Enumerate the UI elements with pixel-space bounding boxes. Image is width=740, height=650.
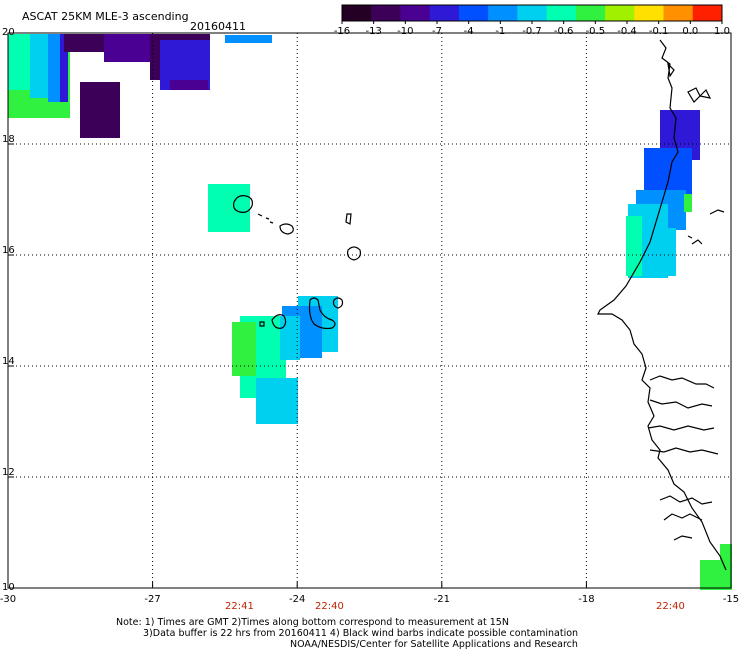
island-fogo — [271, 314, 287, 329]
colorbar-label: -13 — [365, 26, 381, 37]
colorbar-label: -10 — [397, 26, 413, 37]
colorbar-cell — [488, 5, 518, 21]
swath-cell — [80, 82, 120, 138]
lat-label: 18 — [2, 134, 15, 145]
colorbar-labels: -16 -13 -10 -7 -4 -1 -0.7 -0.6 -0.5 -0.4 -0.1 0.0 1.… — [334, 21, 730, 37]
swath-cell — [232, 322, 256, 376]
colorbar-cell — [458, 5, 489, 21]
colorbar-label: -0.5 — [586, 26, 606, 37]
lon-label: -27 — [144, 594, 160, 605]
lat-label: 20 — [2, 27, 15, 38]
swath-cell — [225, 35, 272, 43]
island-brava — [259, 321, 265, 327]
product-title: ASCAT 25KM MLE-3 ascending — [22, 10, 189, 23]
colorbar-label: -16 — [334, 26, 350, 37]
colorbar-label: 0.0 — [682, 26, 698, 37]
island-sal — [345, 213, 352, 225]
swath-cell — [208, 184, 250, 232]
colorbar-cell — [371, 5, 401, 21]
map-area: -30 -27 -24 -21 -18 -15 20 18 16 14 12 10 — [0, 27, 739, 605]
lon-label: -18 — [578, 594, 594, 605]
colorbar-label: -1 — [495, 26, 505, 37]
pass-time-3: 22:40 — [656, 601, 685, 612]
product-date: 20160411 — [190, 20, 246, 33]
colorbar-label: -0.7 — [522, 26, 542, 37]
swath-cell — [684, 194, 692, 212]
lon-label: -21 — [434, 594, 450, 605]
island-maio — [332, 297, 344, 309]
swath-cell — [170, 80, 208, 90]
colorbar-label: -7 — [432, 26, 442, 37]
wind-swaths — [8, 34, 732, 590]
coastlines — [233, 39, 727, 571]
coastal-islands — [667, 62, 712, 103]
note-line-2: 3)Data buffer is 22 hrs from 20160411 4)… — [143, 628, 578, 639]
lon-label: -30 — [0, 594, 16, 605]
island-sao-nicolau — [279, 223, 294, 235]
lat-label: 14 — [2, 356, 15, 367]
colorbar-cell — [429, 5, 460, 21]
colorbar-cell — [400, 5, 431, 21]
colorbar-cell — [546, 5, 577, 21]
gambia-guinea-rivers — [647, 375, 719, 455]
colorbar-label: -0.1 — [649, 26, 669, 37]
islets — [257, 213, 274, 224]
colorbar-cell — [575, 5, 606, 21]
note-line-3: NOAA/NESDIS/Center for Satellite Applica… — [290, 639, 578, 650]
colorbar-label: -0.4 — [617, 26, 637, 37]
swath-cell — [256, 378, 298, 424]
colorbar-label: 1.0 — [714, 26, 730, 37]
swath-cell — [700, 560, 732, 590]
colorbar-cells — [342, 5, 723, 21]
pass-time-2: 22:40 — [315, 601, 344, 612]
colorbar-cell — [692, 5, 723, 21]
colorbar-label: -0.6 — [554, 26, 574, 37]
colorbar-cell — [517, 5, 548, 21]
island-boa-vista — [347, 246, 361, 261]
lat-label: 12 — [2, 467, 15, 478]
swath-cell — [280, 316, 300, 360]
swath-cell — [662, 228, 676, 276]
guinea-bissau-inlets — [659, 495, 713, 541]
map-frame — [7, 32, 732, 589]
lon-label: -24 — [289, 594, 305, 605]
swath-cell — [626, 216, 642, 276]
lat-label: 16 — [2, 245, 15, 256]
axis-labels: -30 -27 -24 -21 -18 -15 20 18 16 14 12 10 — [0, 27, 739, 605]
island-santo-antao — [233, 195, 253, 213]
rivers-senegal — [687, 209, 725, 245]
colorbar-legend: -16 -13 -10 -7 -4 -1 -0.7 -0.6 -0.5 -0.4 -0.1 0.0 1.… — [334, 4, 730, 37]
lon-label: -15 — [723, 594, 739, 605]
colorbar-cell — [634, 5, 665, 21]
swath-cell — [60, 34, 68, 102]
island-santiago — [308, 297, 336, 330]
swath-cell — [720, 544, 732, 562]
note-line-1: Note: 1) Times are GMT 2)Times along bot… — [116, 617, 509, 628]
colorbar-cell — [663, 5, 694, 21]
pass-time-1: 22:41 — [225, 601, 254, 612]
colorbar-cell — [605, 5, 635, 21]
swath-cell — [644, 148, 692, 198]
lat-label: 10 — [2, 582, 15, 593]
west-africa-coastline — [597, 39, 727, 571]
colorbar-cell — [342, 5, 372, 21]
colorbar-label: -4 — [464, 26, 474, 37]
